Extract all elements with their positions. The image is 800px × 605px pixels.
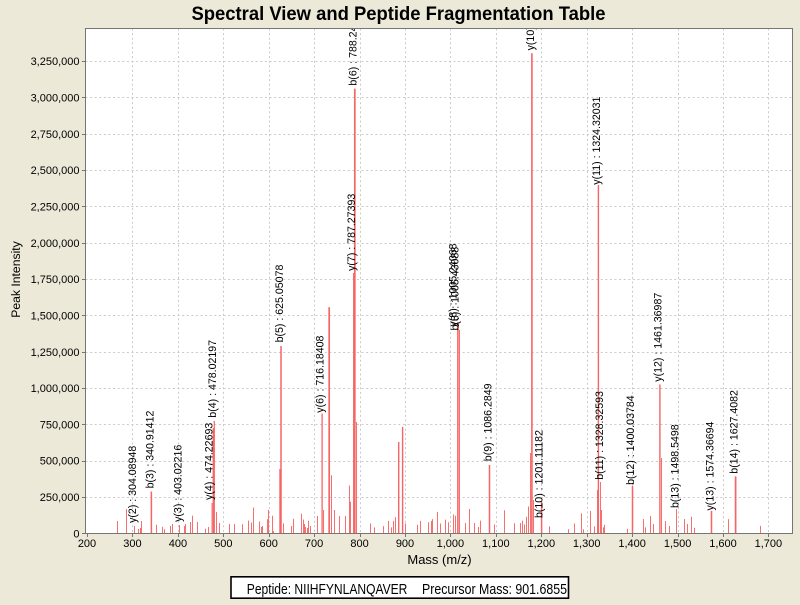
svg-text:1,300: 1,300 — [573, 538, 601, 550]
svg-text:800: 800 — [350, 538, 368, 550]
svg-text:b(13) : 1498.5498: b(13) : 1498.5498 — [669, 424, 681, 508]
svg-text:Precursor Mass: 901.6855: Precursor Mass: 901.6855 — [422, 582, 567, 598]
svg-text:b(9) : 1086.2849: b(9) : 1086.2849 — [482, 383, 494, 461]
svg-text:y(2) : 304.08948: y(2) : 304.08948 — [127, 446, 139, 523]
svg-text:b(5) : 625.05078: b(5) : 625.05078 — [274, 265, 286, 343]
svg-text:200: 200 — [78, 538, 96, 550]
svg-text:y(6) : 716.18408: y(6) : 716.18408 — [315, 335, 327, 412]
svg-text:1,500,000: 1,500,000 — [31, 310, 80, 322]
svg-text:500,000: 500,000 — [40, 456, 80, 468]
svg-text:y(13) : 1574.36694: y(13) : 1574.36694 — [704, 421, 716, 510]
svg-text:y(8) : 1005.24068: y(8) : 1005.24068 — [448, 243, 460, 326]
svg-text:2,000,000: 2,000,000 — [31, 238, 80, 250]
svg-text:y(11) : 1324.32031: y(11) : 1324.32031 — [591, 96, 603, 184]
svg-text:1,700: 1,700 — [755, 538, 783, 550]
svg-text:1,400: 1,400 — [618, 538, 646, 550]
svg-text:y(3) : 403.02216: y(3) : 403.02216 — [172, 445, 184, 522]
svg-text:1,000: 1,000 — [437, 538, 465, 550]
svg-text:900: 900 — [396, 538, 414, 550]
svg-text:1,600: 1,600 — [709, 538, 737, 550]
svg-text:500: 500 — [214, 538, 232, 550]
svg-text:b(11) : 1328.32593: b(11) : 1328.32593 — [594, 391, 606, 480]
svg-text:Peak Intensity: Peak Intensity — [9, 240, 23, 317]
svg-text:y(10) : 1178.63123: y(10) : 1178.63123 — [525, 0, 537, 50]
svg-text:1,750,000: 1,750,000 — [31, 274, 80, 286]
svg-text:b(8) : 1005.43088: b(8) : 1005.43088 — [450, 247, 462, 331]
svg-text:300: 300 — [123, 538, 141, 550]
svg-text:1,100: 1,100 — [482, 538, 510, 550]
svg-text:y(7) : 787.27393: y(7) : 787.27393 — [346, 194, 358, 271]
svg-text:b(6) : 788.24768: b(6) : 788.24768 — [348, 8, 360, 86]
svg-text:1,250,000: 1,250,000 — [31, 347, 80, 359]
svg-text:3,000,000: 3,000,000 — [31, 92, 80, 104]
svg-text:y(12) : 1461.36987: y(12) : 1461.36987 — [652, 293, 664, 382]
svg-text:250,000: 250,000 — [40, 492, 80, 504]
svg-text:Mass (m/z): Mass (m/z) — [407, 552, 471, 567]
svg-text:2,250,000: 2,250,000 — [31, 201, 80, 213]
svg-text:3,250,000: 3,250,000 — [31, 56, 80, 68]
svg-text:700: 700 — [305, 538, 323, 550]
svg-text:1,200: 1,200 — [528, 538, 556, 550]
svg-text:1,000,000: 1,000,000 — [31, 383, 80, 395]
svg-text:0: 0 — [73, 528, 79, 540]
svg-text:1,500: 1,500 — [664, 538, 692, 550]
svg-text:400: 400 — [169, 538, 187, 550]
svg-text:b(12) : 1400.03784: b(12) : 1400.03784 — [625, 395, 637, 485]
svg-text:600: 600 — [260, 538, 278, 550]
svg-text:y(4) : 474.22693: y(4) : 474.22693 — [204, 423, 216, 500]
svg-text:b(4) : 478.02197: b(4) : 478.02197 — [207, 340, 219, 418]
svg-text:2,750,000: 2,750,000 — [31, 129, 80, 141]
svg-text:750,000: 750,000 — [40, 419, 80, 431]
svg-text:Peptide: NIIHFYNLANQAVER: Peptide: NIIHFYNLANQAVER — [247, 582, 408, 598]
svg-text:b(14) : 1627.4082: b(14) : 1627.4082 — [729, 390, 741, 474]
svg-text:b(10) : 1201.11182: b(10) : 1201.11182 — [534, 430, 546, 518]
svg-text:Spectral View and Peptide Frag: Spectral View and Peptide Fragmentation … — [192, 4, 606, 25]
svg-text:2,500,000: 2,500,000 — [31, 165, 80, 177]
svg-text:b(3) : 340.91412: b(3) : 340.91412 — [145, 411, 157, 489]
